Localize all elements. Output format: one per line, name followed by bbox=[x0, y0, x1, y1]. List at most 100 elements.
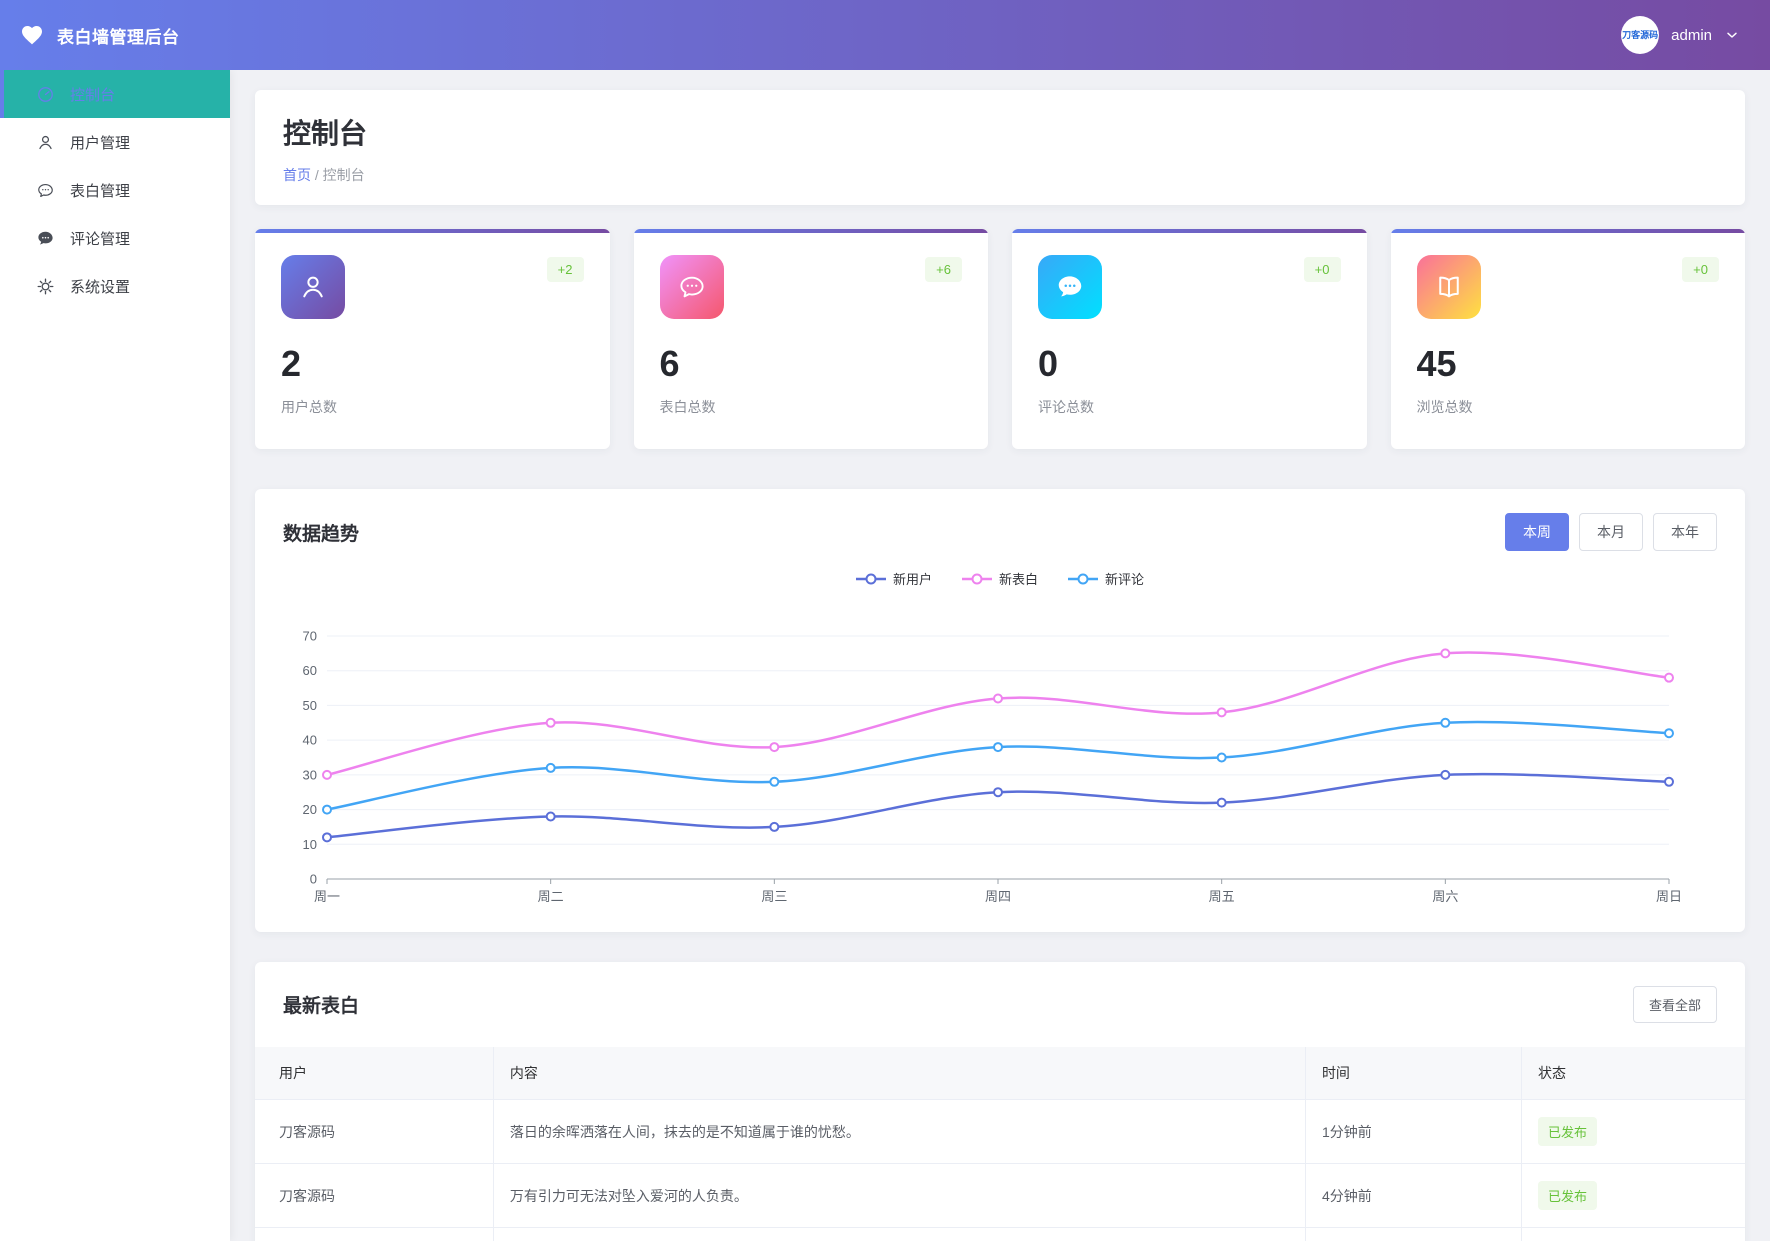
legend-label: 新表白 bbox=[998, 572, 1038, 587]
cell-time: 1分钟前 bbox=[1305, 1099, 1522, 1164]
column-header-time: 时间 bbox=[1305, 1047, 1522, 1100]
cell-user: 刀客源码 bbox=[255, 1163, 494, 1228]
sidebar-item-label: 用户管理 bbox=[70, 134, 131, 152]
view-all-button[interactable]: 查看全部 bbox=[1632, 986, 1717, 1023]
legend-label: 新评论 bbox=[1105, 572, 1145, 587]
breadcrumb-current: 控制台 bbox=[322, 167, 365, 183]
svg-text:10: 10 bbox=[303, 837, 317, 852]
comment-filled-icon bbox=[1038, 255, 1102, 319]
sidebar: 控制台 用户管理 表白管理 评论管理 系统设置 bbox=[0, 70, 230, 1241]
user-menu[interactable]: 刀客源码 admin bbox=[1621, 16, 1770, 54]
page-header-card: 控制台 首页 / 控制台 bbox=[255, 90, 1745, 205]
stat-value: 45 bbox=[1416, 343, 1457, 384]
stat-value: 2 bbox=[281, 343, 302, 384]
column-header-content: 内容 bbox=[493, 1047, 1306, 1100]
main-content: 控制台 首页 / 控制台 +2 2 用户总数 +6 6 表白总数 bbox=[230, 0, 1770, 1241]
status-badge: 已发布 bbox=[1537, 1181, 1597, 1210]
legend-item-new-comments[interactable]: 新评论 bbox=[1068, 569, 1144, 588]
table-row: 刀客源码 落日的余晖洒落在人间，抹去的是不知道属于谁的忧愁。 1分钟前 已发布 bbox=[255, 1099, 1745, 1164]
latest-table: 用户 内容 时间 状态 刀客源码 落日的余晖洒落在人间，抹去的是不知道属于谁的忧… bbox=[255, 1047, 1745, 1241]
breadcrumb-home-link[interactable]: 首页 bbox=[283, 167, 311, 183]
stat-label: 浏览总数 bbox=[1416, 399, 1473, 415]
latest-title: 最新表白 bbox=[283, 996, 360, 1017]
comment-icon bbox=[36, 229, 55, 248]
stat-value: 0 bbox=[1038, 343, 1059, 384]
svg-text:周一: 周一 bbox=[314, 889, 340, 904]
sidebar-item-label: 评论管理 bbox=[70, 230, 131, 248]
cell-status: 已发布 bbox=[1521, 1163, 1745, 1228]
range-buttons: 本周 本月 本年 bbox=[1505, 513, 1717, 551]
sidebar-item-comments[interactable]: 评论管理 bbox=[0, 214, 230, 262]
svg-text:60: 60 bbox=[303, 663, 317, 678]
cell-status: 已发布 bbox=[1521, 1227, 1745, 1241]
stat-label: 评论总数 bbox=[1038, 399, 1094, 415]
svg-text:周四: 周四 bbox=[985, 889, 1011, 904]
sidebar-item-users[interactable]: 用户管理 bbox=[0, 118, 230, 166]
range-button-month[interactable]: 本月 bbox=[1579, 513, 1643, 551]
trend-card: 数据趋势 本周 本月 本年 新用户 新表白 新评论 bbox=[255, 489, 1745, 932]
legend-marker-icon bbox=[1068, 572, 1098, 586]
stats-row: +2 2 用户总数 +6 6 表白总数 +0 0 评论总数 bbox=[255, 229, 1745, 449]
gear-icon bbox=[36, 277, 55, 296]
svg-text:30: 30 bbox=[303, 767, 317, 782]
svg-text:20: 20 bbox=[303, 802, 317, 817]
svg-text:0: 0 bbox=[310, 872, 317, 887]
legend-label: 新用户 bbox=[892, 572, 932, 587]
cell-user: 刀客源码 bbox=[255, 1099, 494, 1164]
latest-confessions-card: 最新表白 查看全部 用户 内容 时间 状态 刀客源码 落日的余晖洒落在人间，抹去… bbox=[255, 962, 1745, 1241]
heart-icon bbox=[20, 23, 44, 47]
chart-legend: 新用户 新表白 新评论 bbox=[283, 569, 1717, 588]
range-button-week[interactable]: 本周 bbox=[1505, 513, 1569, 551]
svg-text:周二: 周二 bbox=[538, 889, 564, 904]
svg-text:周五: 周五 bbox=[1209, 889, 1235, 904]
column-header-user: 用户 bbox=[255, 1047, 494, 1100]
cell-status: 已发布 bbox=[1521, 1099, 1745, 1164]
user-name: admin bbox=[1671, 26, 1712, 44]
column-header-status: 状态 bbox=[1521, 1047, 1745, 1100]
sidebar-item-settings[interactable]: 系统设置 bbox=[0, 262, 230, 310]
stat-label: 表白总数 bbox=[659, 399, 716, 415]
chevron-down-icon[interactable] bbox=[1724, 27, 1740, 43]
svg-text:40: 40 bbox=[303, 733, 317, 748]
svg-text:周日: 周日 bbox=[1656, 889, 1682, 904]
brand: 表白墙管理后台 bbox=[0, 23, 230, 48]
stat-delta-badge: +2 bbox=[546, 257, 584, 282]
stat-card-users: +2 2 用户总数 bbox=[255, 229, 610, 449]
cell-content: 你在颓废的时候别人都在努力哦~? bbox=[493, 1227, 1306, 1241]
users-icon bbox=[281, 255, 345, 319]
stat-card-topbar bbox=[255, 229, 610, 233]
chat-bubble-icon bbox=[36, 181, 55, 200]
page-title: 控制台 bbox=[283, 118, 368, 149]
stat-delta-badge: +0 bbox=[1682, 257, 1719, 282]
cell-content: 万有引力可无法对坠入爱河的人负责。 bbox=[493, 1163, 1306, 1228]
sidebar-item-label: 表白管理 bbox=[70, 182, 131, 200]
stat-label: 用户总数 bbox=[281, 399, 337, 415]
sidebar-item-dashboard[interactable]: 控制台 bbox=[0, 70, 230, 118]
stat-value: 6 bbox=[659, 343, 680, 384]
avatar[interactable]: 刀客源码 bbox=[1621, 16, 1660, 54]
svg-text:周六: 周六 bbox=[1432, 889, 1458, 904]
legend-marker-icon bbox=[855, 572, 886, 586]
table-row: 刀客源码 万有引力可无法对坠入爱河的人负责。 4分钟前 已发布 bbox=[255, 1163, 1745, 1228]
sidebar-item-confessions[interactable]: 表白管理 bbox=[0, 166, 230, 214]
table-header-row: 用户 内容 时间 状态 bbox=[255, 1047, 1745, 1100]
legend-item-new-users[interactable]: 新用户 bbox=[855, 569, 932, 588]
user-icon bbox=[36, 133, 55, 152]
range-button-year[interactable]: 本年 bbox=[1653, 513, 1717, 551]
dashboard-icon bbox=[36, 85, 55, 104]
table-row: 刀客源码 你在颓废的时候别人都在努力哦~? 4分钟前 已发布 bbox=[255, 1227, 1745, 1241]
cell-time: 4分钟前 bbox=[1305, 1163, 1522, 1228]
sidebar-item-label: 控制台 bbox=[70, 86, 116, 104]
sidebar-item-label: 系统设置 bbox=[70, 278, 131, 296]
stat-card-topbar bbox=[1390, 229, 1745, 233]
trend-title: 数据趋势 bbox=[283, 523, 360, 545]
stat-card-comments: +0 0 评论总数 bbox=[1012, 229, 1367, 449]
legend-item-new-confessions[interactable]: 新表白 bbox=[961, 569, 1038, 588]
stat-card-confessions: +6 6 表白总数 bbox=[633, 229, 988, 449]
svg-text:周三: 周三 bbox=[761, 889, 787, 904]
legend-marker-icon bbox=[961, 572, 992, 586]
brand-title: 表白墙管理后台 bbox=[57, 27, 180, 47]
svg-text:50: 50 bbox=[303, 698, 317, 713]
status-badge: 已发布 bbox=[1537, 1117, 1597, 1146]
stat-card-topbar bbox=[633, 229, 988, 233]
